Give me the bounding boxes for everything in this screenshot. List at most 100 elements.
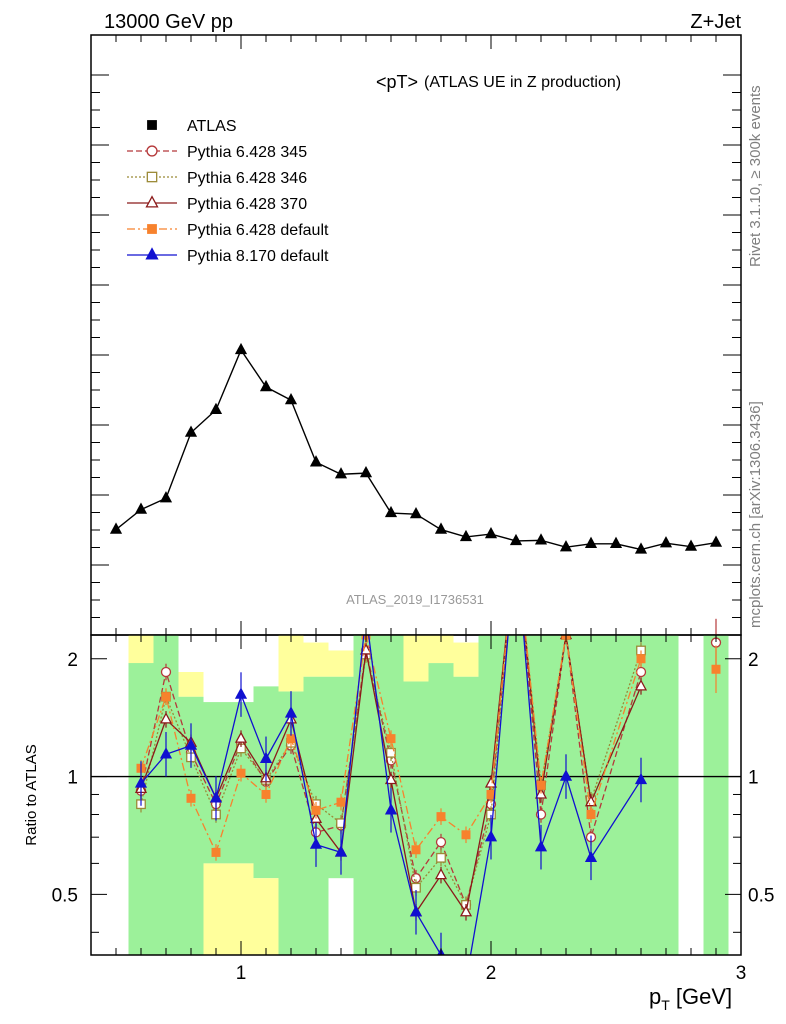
ratio-data-point <box>286 734 296 744</box>
ratio-data-point <box>236 768 246 778</box>
ratio-data-point <box>635 666 647 678</box>
main-data-point <box>334 467 348 479</box>
uncertainty-band-yellow <box>203 863 229 955</box>
y-tick-label-right: 2 <box>748 650 759 671</box>
ratio-y-axis-label: Ratio to ATLAS <box>23 744 40 845</box>
main-data-point <box>484 526 498 539</box>
ratio-data-point <box>160 666 172 678</box>
main-data-point <box>709 535 723 547</box>
main-data-point <box>159 491 173 503</box>
ratio-data-point <box>384 772 398 785</box>
uncertainty-band-green <box>153 635 179 955</box>
main-data-point <box>384 505 398 518</box>
main-data-point <box>534 533 548 545</box>
legend-marker <box>147 120 157 130</box>
ratio-data-point <box>459 905 473 917</box>
ratio-data-point <box>384 803 398 815</box>
uncertainty-band-yellow <box>253 878 279 955</box>
ratio-series-line <box>140 635 642 955</box>
legend-label: Pythia 6.428 370 <box>187 196 307 213</box>
y-tick-label-right: 1 <box>748 768 759 789</box>
main-plot-series <box>109 342 723 554</box>
ratio-data-point <box>336 797 346 807</box>
ratio-series-line <box>140 635 642 855</box>
ratio-data-point <box>584 795 598 807</box>
ratio-data-point <box>184 738 198 750</box>
ratio-data-point <box>186 793 196 803</box>
header-right-label: Z+Jet <box>690 11 741 33</box>
rivet-version-label: Rivet 3.1.10, ≥ 300k events <box>747 85 764 267</box>
ratio-data-point <box>234 731 248 743</box>
main-data-point <box>609 536 623 548</box>
ratio-data-point <box>584 850 598 862</box>
legend-label: Pythia 8.170 default <box>187 248 329 265</box>
ratio-data-point <box>159 712 173 724</box>
main-data-point <box>684 539 698 551</box>
x-tick-label: 3 <box>736 963 747 984</box>
x-axis-label: pT [GeV] <box>649 984 732 1013</box>
legend-marker <box>145 195 159 208</box>
legend-marker <box>147 224 157 234</box>
ratio-data-point <box>209 791 223 803</box>
header-left-label: 13000 GeV pp <box>104 11 233 33</box>
ratio-data-point <box>159 747 173 759</box>
main-data-point <box>409 507 423 519</box>
legend: ATLAS Pythia 6.428 345 Pythia 6.428 346 Pyt… <box>127 118 329 265</box>
main-data-point <box>359 466 373 478</box>
ratio-plot-ticks: 1 2 3 0.5 0.5 1 1 2 2 <box>52 635 774 984</box>
legend-label: ATLAS <box>187 118 237 135</box>
ratio-data-point <box>386 747 396 758</box>
ratio-data-point <box>634 772 648 785</box>
ratio-data-point <box>436 852 446 863</box>
ratio-data-point <box>161 692 171 702</box>
ratio-series-line <box>140 635 642 908</box>
ratio-data-point <box>536 780 546 790</box>
main-data-point <box>184 425 198 437</box>
uncertainty-band-yellow <box>178 672 204 697</box>
ratio-data-point <box>559 769 573 781</box>
legend-label: Pythia 6.428 346 <box>187 170 307 187</box>
analysis-watermark: ATLAS_2019_I1736531 <box>346 592 484 607</box>
main-data-point <box>634 542 648 554</box>
legend-marker <box>146 145 158 157</box>
uncertainty-band-yellow <box>403 635 429 682</box>
uncertainty-band-yellow <box>328 650 354 677</box>
main-plot-ticks <box>91 35 741 635</box>
x-axis-label-unit: [GeV] <box>670 984 732 1009</box>
uncertainty-band-yellow <box>453 642 479 677</box>
ratio-data-point <box>386 734 396 744</box>
ratio-data-point <box>634 679 648 691</box>
main-plot-panel: <pT> (ATLAS UE in Z production) ATLAS_20… <box>90 34 742 636</box>
ratio-data-point <box>586 809 596 819</box>
x-axis-label-p: p <box>649 984 661 1009</box>
main-data-point <box>659 536 673 548</box>
uncertainty-band-yellow <box>228 863 254 955</box>
main-data-point <box>234 342 248 355</box>
ratio-data-point <box>334 845 348 857</box>
mcplots-label: mcplots.cern.ch [arXiv:1306.3436] <box>747 401 764 628</box>
ratio-uncertainty-bands <box>128 635 729 955</box>
x-axis-label-subscript: T <box>661 997 670 1013</box>
uncertainty-band-yellow <box>303 642 329 677</box>
y-tick-label-right: 0.5 <box>748 885 774 906</box>
ratio-data-point <box>211 847 221 857</box>
x-tick-label: 1 <box>236 963 247 984</box>
ratio-series <box>134 618 722 955</box>
main-data-point <box>209 402 223 415</box>
main-data-point <box>559 540 573 552</box>
legend-label: Pythia 6.428 345 <box>187 144 307 161</box>
legend-label: Pythia 6.428 default <box>187 222 329 239</box>
ratio-data-point <box>259 751 273 763</box>
uncertainty-band-green <box>228 702 254 864</box>
ratio-data-point <box>261 789 271 799</box>
ratio-series-clip <box>134 635 648 955</box>
main-data-point <box>259 379 273 392</box>
main-data-point <box>434 522 448 534</box>
ratio-data-point <box>636 654 646 664</box>
plot-title-sub: (ATLAS UE in Z production) <box>424 74 621 91</box>
y-tick-label-left: 0.5 <box>52 885 78 906</box>
legend-marker <box>146 171 158 183</box>
ratio-data-point <box>484 830 498 842</box>
plot-title-main: <pT> <box>376 72 418 92</box>
